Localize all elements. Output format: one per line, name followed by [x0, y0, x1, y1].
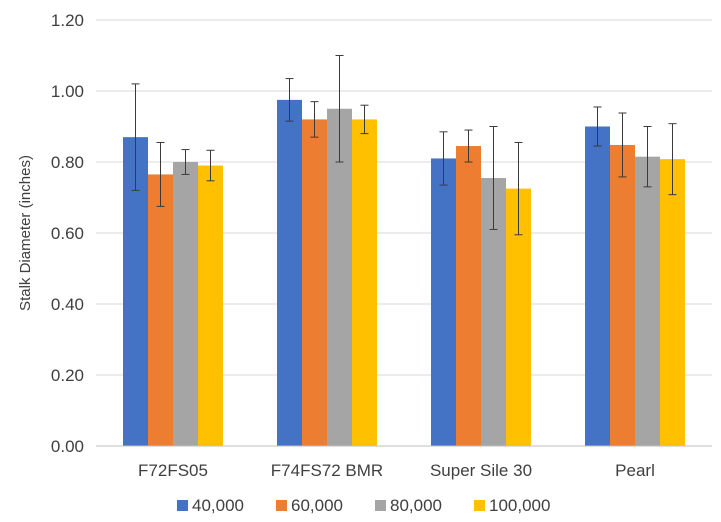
bar: [635, 156, 660, 447]
legend-swatch: [177, 500, 188, 511]
y-tick-label: 1.00: [51, 82, 84, 101]
axes: 0.00 0.20 0.40 0.60 0.80 1.00 1.20 F72FS05 F74FS…: [51, 11, 712, 480]
y-axis-label: Stalk Diameter (inches): [17, 155, 34, 311]
legend-swatch: [375, 500, 386, 511]
x-tick-label: F74FS72 BMR: [271, 461, 383, 480]
y-tick-label: 0.40: [51, 295, 84, 314]
legend-label: 60,000: [291, 496, 343, 515]
bar: [148, 174, 173, 447]
y-tick-label: 0.60: [51, 224, 84, 243]
bar: [277, 99, 302, 446]
legend: 40,000 60,000 80,000 100,000: [177, 496, 550, 515]
y-tick-label: 0.00: [51, 437, 84, 456]
bar: [352, 119, 377, 447]
bar: [173, 162, 198, 446]
y-tick-label: 0.20: [51, 366, 84, 385]
legend-label: 80,000: [390, 496, 442, 515]
legend-label: 100,000: [489, 496, 550, 515]
legend-label: 40,000: [192, 496, 244, 515]
x-tick-label: Pearl: [615, 461, 655, 480]
legend-swatch: [276, 500, 287, 511]
bars: [123, 99, 685, 447]
bar: [660, 159, 685, 446]
x-tick-label: F72FS05: [138, 461, 208, 480]
legend-swatch: [474, 500, 485, 511]
y-tick-label: 0.80: [51, 153, 84, 172]
bar: [585, 126, 610, 446]
bar: [302, 119, 327, 447]
x-tick-label: Super Sile 30: [430, 461, 532, 480]
bar: [198, 165, 223, 447]
bar: [327, 108, 352, 446]
error-bars: [131, 55, 677, 236]
bar: [610, 144, 635, 446]
bar: [431, 158, 456, 446]
y-tick-label: 1.20: [51, 11, 84, 30]
bar: [456, 146, 481, 446]
